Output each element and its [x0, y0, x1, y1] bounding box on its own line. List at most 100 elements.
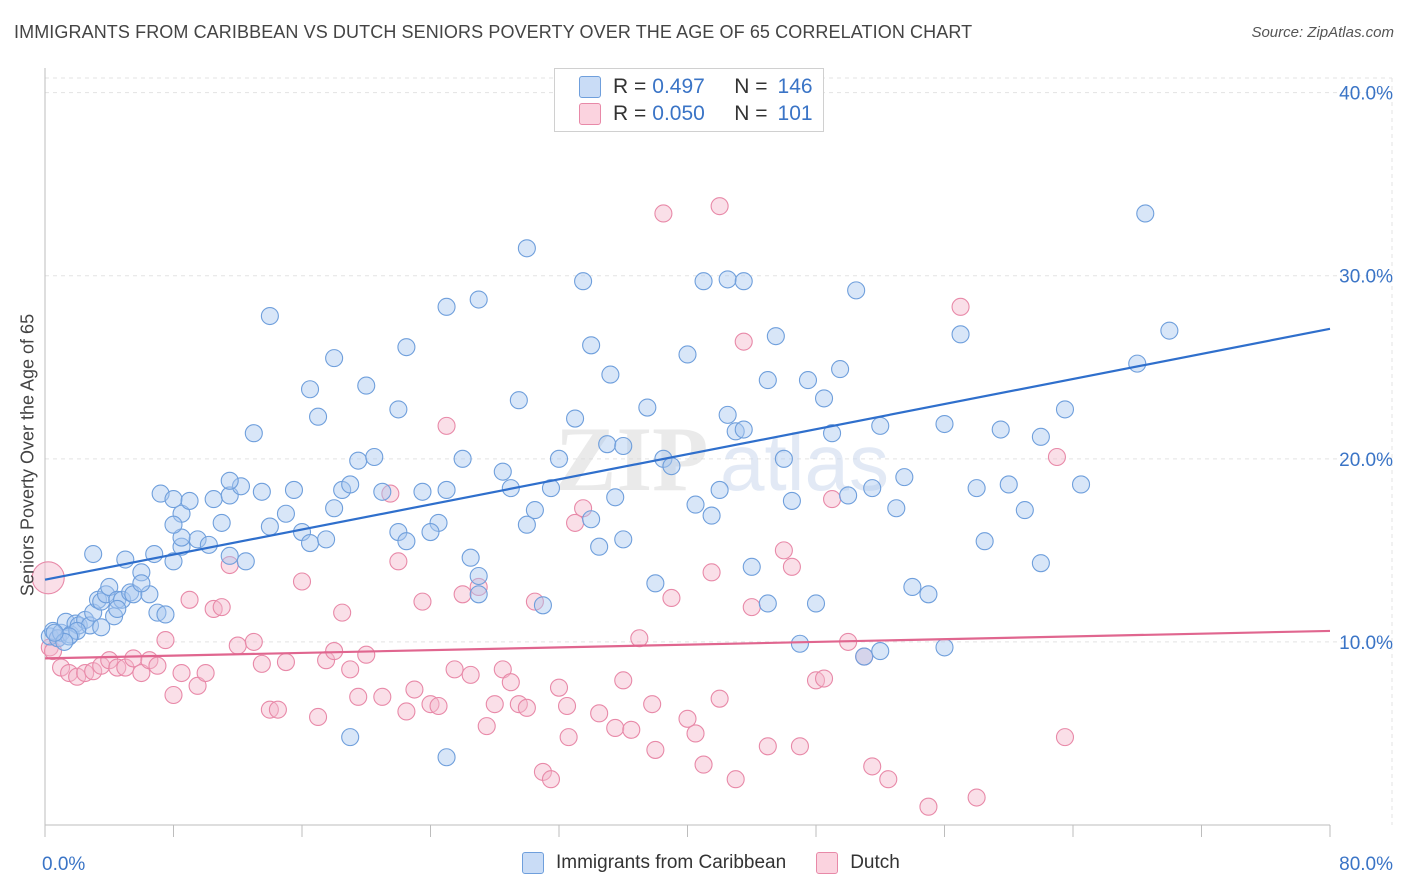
point-immigrants [863, 479, 882, 498]
point-dutch [758, 737, 777, 756]
source-note: Source: ZipAtlas.com [1251, 24, 1394, 41]
point-immigrants [967, 479, 986, 498]
point-immigrants [437, 297, 456, 316]
point-immigrants [108, 599, 127, 619]
point-dutch [268, 700, 287, 719]
point-immigrants [325, 349, 344, 368]
point-immigrants [582, 510, 601, 529]
point-immigrants [582, 336, 601, 355]
point-immigrants [702, 506, 721, 525]
legend-r-label: R = [613, 102, 647, 125]
legend-n-label: N = [734, 75, 768, 98]
point-immigrants [895, 468, 914, 487]
point-dutch [276, 653, 295, 672]
point-immigrants [453, 449, 472, 468]
series-dutch [31, 197, 1075, 816]
point-immigrants [252, 482, 271, 501]
point-dutch [541, 770, 561, 789]
point-immigrants [260, 517, 279, 536]
point-dutch [646, 740, 665, 759]
point-immigrants [300, 533, 320, 553]
point-immigrants [935, 414, 954, 434]
point-dutch [1055, 728, 1075, 747]
point-immigrants [718, 270, 737, 289]
point-immigrants [236, 552, 255, 571]
tick-labels: 10.0% 20.0% 30.0% 40.0% 0.0% 80.0% [42, 84, 1393, 875]
point-dutch [437, 416, 456, 435]
point-dutch [643, 695, 662, 714]
point-immigrants [814, 389, 834, 408]
point-dutch [389, 552, 408, 571]
bottom-legend-swatch-pink [816, 852, 839, 874]
point-immigrants [782, 491, 801, 510]
point-immigrants [172, 537, 191, 556]
point-immigrants [710, 480, 729, 499]
point-immigrants [774, 449, 793, 468]
point-immigrants [855, 647, 874, 666]
point-dutch [309, 707, 328, 727]
point-immigrants [60, 627, 79, 646]
legend-row-immigrants: R = 0.497 N = 146 [579, 74, 813, 100]
point-immigrants [758, 594, 777, 613]
point-dutch [590, 704, 609, 723]
point-immigrants [871, 416, 890, 435]
point-dutch [341, 660, 360, 679]
point-immigrants [678, 345, 697, 364]
point-immigrants [1015, 501, 1034, 520]
point-immigrants [766, 327, 785, 346]
point-dutch [292, 572, 312, 591]
point-immigrants [951, 325, 970, 344]
point-dutch [622, 720, 641, 739]
legend-r-value: 0.050 [652, 102, 705, 125]
point-immigrants [172, 528, 191, 547]
point-dutch [477, 717, 496, 736]
point-dutch [559, 728, 578, 747]
point-dutch [726, 770, 745, 789]
point-dutch [485, 695, 504, 714]
point-immigrants [373, 482, 392, 501]
point-dutch [694, 755, 713, 774]
point-immigrants [614, 530, 633, 549]
point-immigrants [397, 338, 416, 357]
point-dutch [557, 696, 577, 716]
point-immigrants [84, 544, 103, 564]
point-immigrants [823, 424, 842, 443]
point-dutch [1047, 447, 1066, 467]
legend-n-value: 146 [777, 75, 813, 98]
point-immigrants [244, 424, 263, 443]
point-immigrants [164, 490, 183, 509]
point-immigrants [806, 594, 826, 613]
point-immigrants [461, 548, 480, 567]
legend-n-label: N = [734, 102, 768, 125]
trend-line-immigrants [44, 327, 1331, 581]
point-immigrants [100, 577, 119, 597]
chart-title: IMMIGRANTS FROM CARIBBEAN VS DUTCH SENIO… [14, 22, 973, 42]
point-immigrants [999, 475, 1018, 494]
point-immigrants [525, 501, 544, 520]
point-immigrants [317, 530, 336, 549]
point-immigrants [517, 239, 536, 258]
point-immigrants [758, 371, 777, 390]
point-immigrants [590, 537, 609, 556]
point-dutch [188, 676, 207, 695]
point-dutch [373, 687, 392, 706]
point-immigrants [686, 495, 705, 514]
point-immigrants [1136, 204, 1155, 223]
point-dutch [549, 678, 569, 697]
point-dutch [606, 718, 625, 738]
point-immigrants [164, 552, 183, 571]
point-immigrants [421, 523, 440, 542]
point-immigrants [231, 477, 251, 496]
point-dutch [196, 663, 215, 683]
point-dutch [469, 577, 488, 597]
point-dutch [614, 671, 633, 690]
legend-r-value: 0.497 [652, 75, 705, 98]
point-dutch [686, 724, 705, 743]
point-dutch [445, 660, 464, 679]
point-dutch [493, 660, 512, 679]
point-immigrants [919, 585, 938, 604]
grid-lines [45, 77, 1393, 825]
point-immigrants [790, 634, 809, 653]
point-immigrants [55, 632, 74, 651]
point-immigrants [309, 407, 328, 426]
